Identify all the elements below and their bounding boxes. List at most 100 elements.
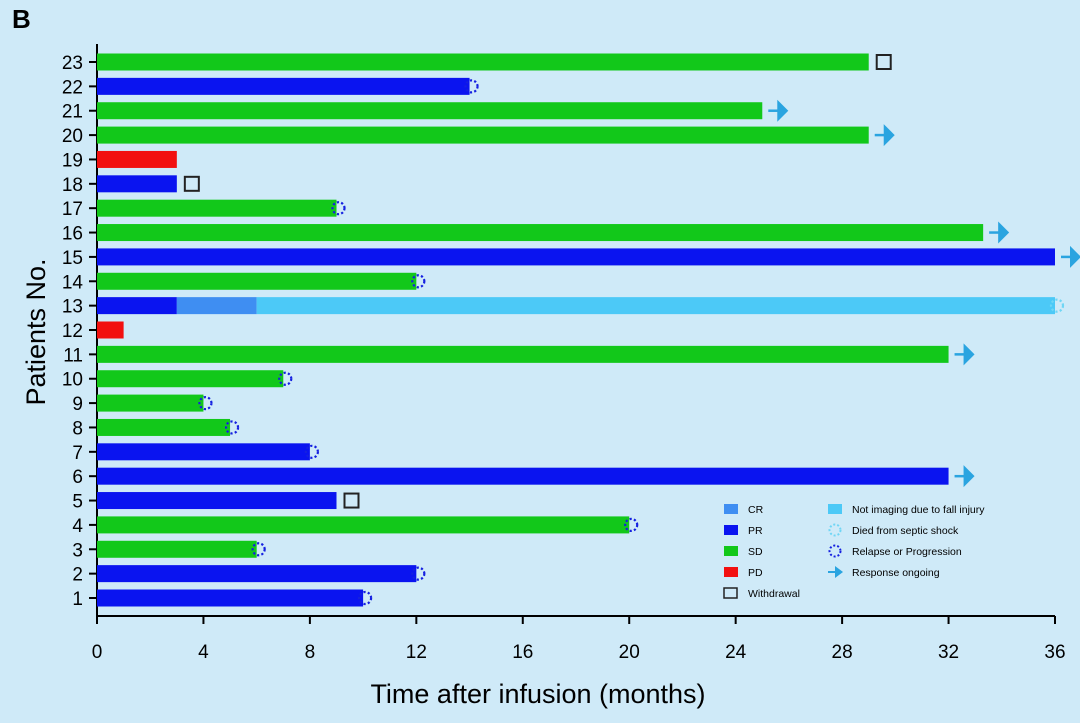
bar-segment-sd [97,540,257,558]
relapse-marker [358,590,373,606]
bar-segment-sd [97,272,417,290]
bar-segment-cr [176,297,257,315]
bar-segment-sd [97,224,984,242]
patient-row-19 [97,150,177,168]
relapse-marker [411,274,426,289]
bar-segment-sd [97,53,869,71]
bar-segment-pr [97,77,470,95]
y-tick-label: 14 [62,272,84,293]
y-tick-label: 16 [62,224,83,245]
x-tick-label: 16 [512,642,533,663]
bar-segment-pr [97,443,310,461]
legend-label-died: Died from septic shock [852,525,959,537]
response-ongoing-arrow [768,99,789,122]
y-tick-label: 11 [63,345,83,366]
bar-segment-pr [97,175,177,193]
bar-segment-pr [97,565,417,583]
patient-row-8 [97,418,240,436]
withdrawal-marker [183,175,200,192]
patient-row-13 [97,297,1065,315]
relapse-marker [624,517,639,533]
y-tick-label: 21 [62,102,83,123]
patient-row-14 [97,272,426,290]
withdrawal-marker [875,54,892,70]
legend-swatch-pd [724,567,738,577]
bar-segment-sd [97,394,204,412]
y-tick-label: 5 [72,492,83,513]
y-tick-label: 1 [72,589,83,610]
legend: CR PR SD PD Withdrawal Not imaging due to fal… [723,504,985,600]
patient-row-6 [97,465,975,488]
legend-swatch-cr [724,504,738,514]
y-tick-label: 19 [62,150,83,171]
legend-label-pr: PR [748,525,763,537]
patient-row-18 [97,175,200,193]
patient-row-10 [97,370,293,388]
patient-row-22 [97,77,479,95]
y-tick-label: 2 [72,565,83,586]
legend-label-relapse: Relapse or Progression [852,546,962,558]
legend-label-not-imaging: Not imaging due to fall injury [852,504,985,516]
x-tick-label: 8 [305,642,316,663]
legend-label-cr: CR [748,504,764,516]
x-tick-label: 36 [1044,642,1065,663]
x-tick-label: 28 [832,642,853,663]
x-tick-label: 12 [406,642,427,663]
response-ongoing-arrow [989,221,1010,244]
legend-relapse-icon [828,544,842,558]
y-tick-label: 15 [62,248,83,269]
legend-label-sd: SD [748,546,763,558]
y-axis-title: Patients No. [21,258,51,405]
patient-row-2 [97,565,426,583]
patient-row-20 [97,124,895,147]
response-ongoing-arrow [874,124,895,147]
patient-row-9 [97,394,213,412]
panel-label: B [12,4,31,34]
legend-swatch-sd [724,546,738,556]
patient-row-11 [97,343,975,366]
patient-row-21 [97,99,789,122]
y-tick-label: 17 [62,199,83,220]
y-tick-label: 9 [72,394,83,415]
x-tick-label: 20 [619,642,640,663]
legend-ongoing-icon [828,566,843,578]
bar-segment-pr [97,467,949,485]
patient-row-12 [97,321,124,339]
relapse-marker [331,201,346,216]
relapse-marker [251,542,266,557]
patient-row-1 [97,589,373,607]
relapse-marker [224,420,240,435]
bar-segment-sd [97,370,284,388]
bar-segment-pd [97,150,177,168]
legend-label-ongoing: Response ongoing [852,567,940,579]
relapse-marker [278,371,293,386]
bar-segment-pr [97,248,1055,266]
legend-label-withdrawal: Withdrawal [748,588,800,600]
died-marker [1049,298,1065,313]
y-tick-label: 22 [62,77,83,98]
response-ongoing-arrow [1061,245,1080,268]
y-tick-label: 6 [72,467,83,488]
patient-row-7 [97,443,319,461]
patient-row-17 [97,199,346,217]
bar-segment-sd [97,516,630,534]
x-tick-label: 24 [725,642,747,663]
bar-segment-sd [97,199,337,217]
bar-segment-pd [97,321,124,339]
legend-swatch-not-imaging [828,504,842,514]
y-tick-label: 20 [62,126,83,147]
y-tick-label: 7 [72,443,83,464]
legend-swatch-pr [724,525,738,535]
relapse-marker [198,395,213,411]
bar-segment-pr [97,492,337,510]
legend-label-pd: PD [748,567,763,579]
bar-segment-pr [97,589,364,607]
bar-segment-sd [97,102,763,120]
bar-segment-pr [97,297,177,315]
legend-withdrawal-icon [723,587,738,599]
patient-row-15 [97,245,1080,268]
x-tick-label: 32 [938,642,959,663]
patient-row-3 [97,540,266,558]
